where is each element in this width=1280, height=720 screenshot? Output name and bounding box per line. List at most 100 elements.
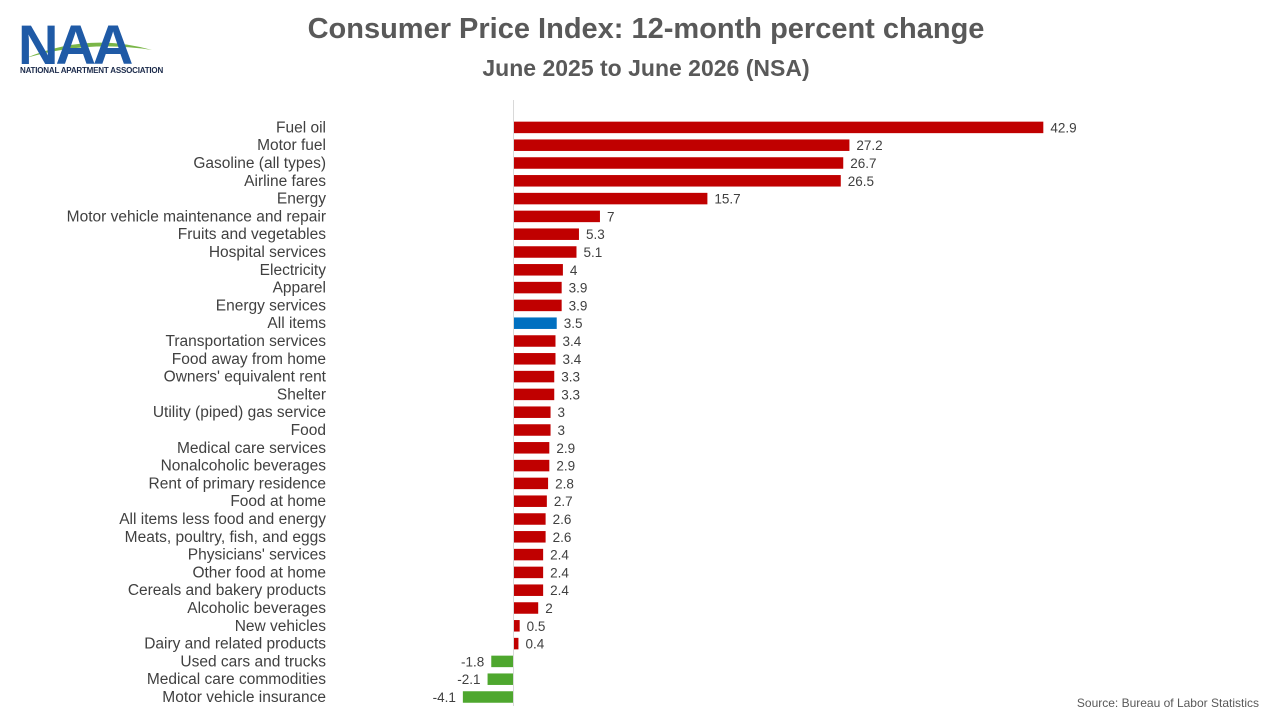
- category-label: Energy: [277, 191, 326, 208]
- category-label: Owners' equivalent rent: [164, 369, 327, 386]
- value-label: 2: [545, 601, 553, 616]
- value-label: 26.5: [848, 174, 874, 189]
- bar: [513, 335, 556, 347]
- category-label: Transportation services: [165, 333, 326, 350]
- value-label: 2.4: [550, 565, 569, 580]
- value-label: 5.1: [583, 245, 602, 260]
- bar: [513, 602, 539, 614]
- bar: [513, 495, 547, 507]
- category-label: Fruits and vegetables: [178, 226, 326, 243]
- category-label: Alcoholic beverages: [187, 600, 326, 617]
- category-label: Medical care commodities: [147, 671, 326, 688]
- bar: [487, 673, 514, 685]
- value-label: 42.9: [1050, 120, 1076, 135]
- bar: [513, 157, 844, 169]
- category-label: Cereals and bakery products: [128, 582, 326, 599]
- category-label: Motor vehicle maintenance and repair: [67, 208, 326, 225]
- logo-caption: NATIONAL APARTMENT ASSOCIATION: [20, 66, 164, 75]
- bar: [513, 531, 546, 543]
- value-label: 2.7: [554, 494, 573, 509]
- category-label: New vehicles: [235, 618, 327, 635]
- value-label: 0.5: [527, 619, 546, 634]
- value-label: 2.8: [555, 476, 574, 491]
- category-label: Other food at home: [192, 564, 326, 581]
- bar: [513, 175, 841, 187]
- value-label: 3: [558, 405, 566, 420]
- value-label: 3.9: [569, 281, 588, 296]
- value-label: -1.8: [461, 654, 484, 669]
- value-label: 15.7: [714, 192, 740, 207]
- category-label: Dairy and related products: [144, 636, 326, 653]
- value-label: 2.6: [553, 530, 572, 545]
- category-label: Nonalcoholic beverages: [161, 458, 327, 475]
- value-label: 3.3: [561, 387, 580, 402]
- bar: [513, 121, 1044, 134]
- category-label: Hospital services: [209, 244, 326, 261]
- bar: [513, 424, 551, 436]
- value-label: -2.1: [457, 672, 480, 687]
- bar: [462, 691, 514, 703]
- category-label: All items less food and energy: [119, 511, 326, 528]
- bar: [513, 388, 555, 401]
- bar: [513, 353, 556, 365]
- bar: [513, 566, 544, 579]
- bar: [513, 228, 579, 240]
- value-label: 3.3: [561, 370, 580, 385]
- logo-swoosh: [26, 42, 152, 58]
- value-label: 5.3: [586, 227, 605, 242]
- chart-subtitle: June 2025 to June 2026 (NSA): [482, 55, 810, 81]
- bar: [513, 370, 555, 383]
- value-label: 4: [570, 263, 578, 278]
- naa-logo: NAA: [18, 14, 152, 76]
- value-label: 0.4: [525, 637, 544, 652]
- value-label: 27.2: [856, 138, 882, 153]
- category-label: Physicians' services: [188, 547, 326, 564]
- category-label: Motor vehicle insurance: [162, 689, 326, 706]
- bar: [513, 459, 550, 472]
- bar: [513, 264, 563, 276]
- bar: [513, 139, 850, 151]
- bar: [513, 299, 562, 312]
- value-label: 3.4: [562, 334, 581, 349]
- logo-letters: NAA: [18, 14, 132, 76]
- value-label: 3.4: [562, 352, 581, 367]
- bar: [513, 620, 520, 632]
- bar: [513, 477, 549, 490]
- value-label: 7: [607, 209, 615, 224]
- bar: [513, 406, 551, 418]
- category-label: Rent of primary residence: [149, 475, 326, 492]
- category-label: Medical care services: [177, 440, 326, 457]
- bar: [513, 637, 519, 650]
- category-label: Food at home: [230, 493, 326, 510]
- bar: [513, 210, 600, 223]
- value-label: 3: [558, 423, 566, 438]
- category-label: Apparel: [273, 280, 326, 297]
- category-label: Airline fares: [244, 173, 326, 190]
- bar: [513, 584, 544, 596]
- value-label: 2.6: [553, 512, 572, 527]
- category-label: Gasoline (all types): [193, 155, 326, 172]
- bar: [513, 548, 544, 561]
- category-label: Shelter: [277, 386, 326, 403]
- category-label: Fuel oil: [276, 119, 326, 136]
- value-label: 2.9: [556, 459, 575, 474]
- value-label: -4.1: [433, 690, 456, 705]
- value-label: 2.4: [550, 583, 569, 598]
- value-label: 2.4: [550, 548, 569, 563]
- category-label: Food: [291, 422, 326, 439]
- bar: [513, 192, 708, 205]
- bar: [491, 655, 514, 668]
- category-label: All items: [267, 315, 326, 332]
- category-label: Food away from home: [172, 351, 326, 368]
- category-label: Meats, poultry, fish, and eggs: [125, 529, 327, 546]
- chart-title: Consumer Price Index: 12-month percent c…: [307, 13, 985, 45]
- category-label: Motor fuel: [257, 137, 326, 154]
- category-label: Electricity: [260, 262, 327, 279]
- bar: [513, 246, 577, 258]
- category-label: Energy services: [216, 297, 327, 314]
- value-label: 3.5: [564, 316, 583, 331]
- bar: [513, 281, 562, 294]
- bar: [513, 317, 557, 329]
- bar: [513, 442, 550, 454]
